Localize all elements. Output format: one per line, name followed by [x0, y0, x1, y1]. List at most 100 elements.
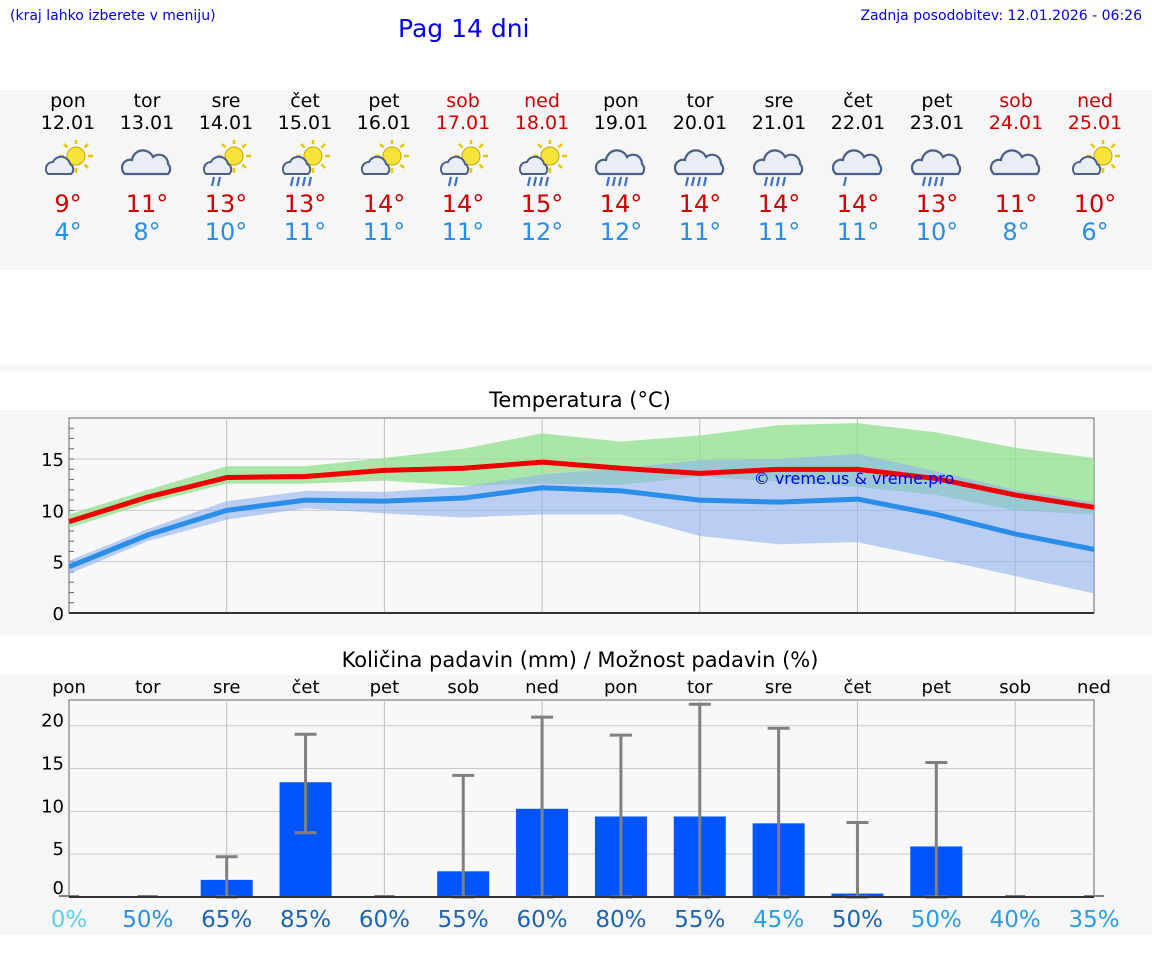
forecast-day-name: pon: [50, 90, 86, 112]
forecast-day-name: ned: [524, 90, 560, 112]
forecast-day-name: tor: [133, 90, 161, 112]
forecast-day-date: 12.01: [40, 112, 96, 134]
forecast-day-name: ned: [1077, 90, 1113, 112]
temperature-watermark: © vreme.us & vreme.pro: [754, 469, 955, 488]
partly-cloudy-sun-icon: [44, 140, 93, 175]
cloud-light-rain-icon: [831, 149, 883, 187]
precipitation-probability: 35%: [1068, 907, 1119, 933]
forecast-min-temp: 12°: [599, 218, 643, 246]
forecast-day: čet 22.01 14° 11°: [818, 90, 898, 246]
forecast-day: sob 24.01 11° 8°: [976, 90, 1056, 246]
forecast-max-temp: 14°: [836, 190, 880, 218]
forecast-day-date: 19.01: [593, 112, 649, 134]
forecast-max-temp: 15°: [520, 190, 564, 218]
precipitation-probability: 60%: [359, 907, 410, 933]
partly-cloudy-sun-icon: [360, 140, 409, 175]
forecast-min-temp: 10°: [204, 218, 248, 246]
forecast-min-temp: 12°: [520, 218, 564, 246]
forecast-day-name: čet: [290, 90, 320, 112]
forecast-day-name: pet: [921, 90, 953, 112]
temperature-y-tick: 5: [53, 553, 64, 574]
cloudy-icon: [120, 149, 172, 176]
precipitation-x-label: čet: [843, 677, 871, 698]
forecast-day-date: 16.01: [356, 112, 412, 134]
forecast-day: tor 20.01 14° 11°: [660, 90, 740, 246]
forecast-max-temp: 14°: [441, 190, 485, 218]
forecast-max-temp: 13°: [204, 190, 248, 218]
sun-cloud-rain-icon: [281, 140, 330, 187]
precipitation-x-label: tor: [135, 677, 161, 698]
forecast-max-temp: 13°: [915, 190, 959, 218]
forecast-day: pon 19.01 14° 12°: [581, 90, 661, 246]
cloud-rain-icon: [752, 149, 804, 187]
precipitation-probability: 55%: [438, 907, 489, 933]
forecast-day-name: sre: [211, 90, 241, 112]
forecast-max-temp: 10°: [1073, 190, 1117, 218]
separator: [0, 365, 1152, 371]
forecast-day-date: 21.01: [751, 112, 807, 134]
precipitation-y-tick: 0: [53, 878, 64, 899]
forecast-min-temp: 8°: [133, 218, 161, 246]
forecast-day-name: sob: [999, 90, 1033, 112]
forecast-day: sob 17.01 14° 11°: [423, 90, 503, 246]
precipitation-y-tick: 10: [41, 796, 64, 817]
last-update: Zadnja posodobitev: 12.01.2026 - 06:26: [860, 8, 1142, 24]
forecast-min-temp: 11°: [283, 218, 327, 246]
precipitation-chart-title: Količina padavin (mm) / Možnost padavin …: [341, 648, 819, 672]
precipitation-x-label: pon: [604, 677, 638, 698]
forecast-day: ned 18.01 15° 12°: [502, 90, 582, 246]
forecast-day-date: 17.01: [435, 112, 491, 134]
forecast-day-date: 24.01: [988, 112, 1044, 134]
precipitation-x-label: tor: [687, 677, 713, 698]
precipitation-probability: 80%: [595, 907, 646, 933]
forecast-min-temp: 6°: [1081, 218, 1109, 246]
forecast-min-temp: 11°: [441, 218, 485, 246]
forecast-day-name: tor: [686, 90, 714, 112]
forecast-day-date: 13.01: [119, 112, 175, 134]
forecast-day: sre 21.01 14° 11°: [739, 90, 819, 246]
temperature-y-tick: 15: [41, 450, 64, 471]
forecast-day-date: 25.01: [1067, 112, 1123, 134]
forecast-day-name: sre: [764, 90, 794, 112]
location-hint[interactable]: (kraj lahko izberete v meniju): [10, 8, 216, 24]
forecast-max-temp: 14°: [678, 190, 722, 218]
sun-cloud-light-rain-icon: [439, 140, 488, 187]
page-title: Pag 14 dni: [398, 14, 530, 43]
precipitation-x-label: sob: [447, 677, 479, 698]
forecast-day-name: čet: [843, 90, 873, 112]
forecast-min-temp: 11°: [362, 218, 406, 246]
precipitation-probability: 55%: [674, 907, 725, 933]
forecast-min-temp: 11°: [757, 218, 801, 246]
precipitation-y-tick: 5: [53, 839, 64, 860]
precipitation-x-label: sre: [765, 677, 792, 698]
forecast-max-temp: 14°: [362, 190, 406, 218]
temperature-band-min-range: [69, 453, 1094, 594]
forecast-day-date: 20.01: [672, 112, 728, 134]
cloud-rain-icon: [594, 149, 646, 187]
temperature-y-tick: 10: [41, 501, 64, 522]
temperature-line-max: [68, 459, 1095, 525]
forecast-min-temp: 11°: [678, 218, 722, 246]
forecast-day-date: 14.01: [198, 112, 254, 134]
precipitation-probability: 45%: [753, 907, 804, 933]
temperature-line-min: [68, 485, 1095, 570]
partly-cloudy-sun-icon: [1071, 140, 1120, 175]
precipitation-probability: 85%: [280, 907, 331, 933]
precipitation-x-label: sob: [999, 677, 1031, 698]
forecast-day: sre 14.01 13° 10°: [186, 90, 266, 246]
temperature-chart-title: Temperatura (°C): [489, 388, 671, 412]
forecast-day: ned 25.01 10° 6°: [1055, 90, 1135, 246]
forecast-day-date: 15.01: [277, 112, 333, 134]
precipitation-probability: 65%: [201, 907, 252, 933]
forecast-max-temp: 11°: [994, 190, 1038, 218]
forecast-day: pon 12.01 9° 4°: [28, 90, 108, 246]
forecast-day: pet 16.01 14° 11°: [344, 90, 424, 246]
precipitation-x-label: sre: [213, 677, 240, 698]
precipitation-x-label: čet: [292, 677, 320, 698]
precipitation-probability: 50%: [122, 907, 173, 933]
precipitation-probability: 40%: [990, 907, 1041, 933]
cloud-rain-icon: [910, 149, 962, 187]
forecast-min-temp: 10°: [915, 218, 959, 246]
precipitation-x-label: pet: [370, 677, 400, 698]
